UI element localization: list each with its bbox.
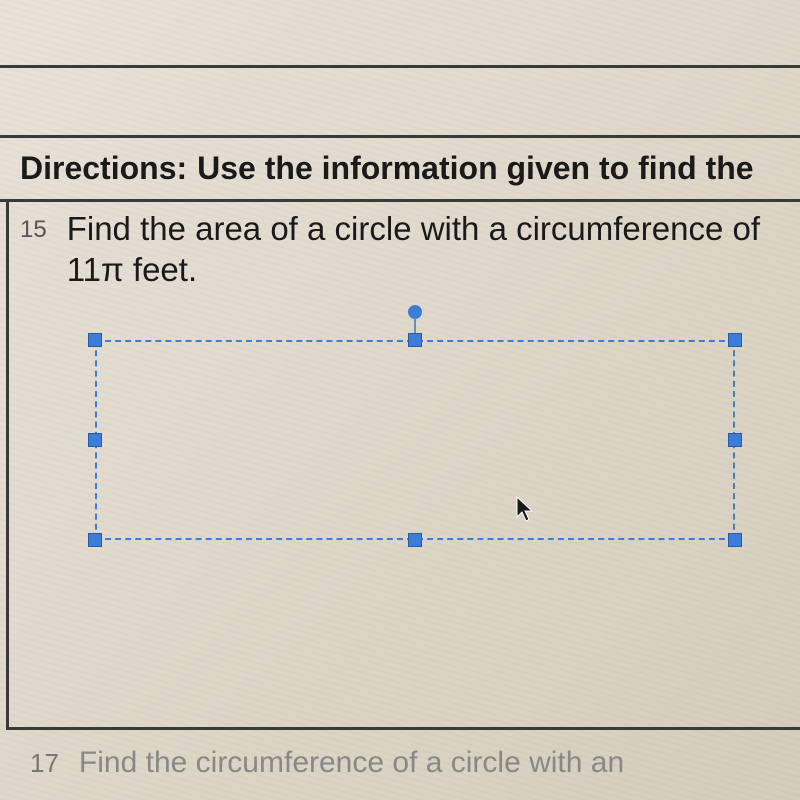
- directions-label: Directions:: [20, 150, 187, 187]
- resize-handle-bottom-left[interactable]: [88, 533, 102, 547]
- question-17-number: 17: [30, 748, 59, 779]
- question-17-text: Find the circumference of a circle with …: [79, 746, 624, 780]
- question-17-row: 17 Find the circumference of a circle wi…: [30, 746, 624, 780]
- directions-text: Use the information given to find the: [197, 150, 753, 187]
- resize-handle-top-right[interactable]: [728, 333, 742, 347]
- mouse-cursor-icon: [515, 495, 535, 523]
- selection-border[interactable]: [95, 340, 735, 540]
- resize-handle-top-middle[interactable]: [408, 333, 422, 347]
- resize-handle-bottom-right[interactable]: [728, 533, 742, 547]
- worksheet-page: Directions: Use the information given to…: [0, 0, 800, 800]
- bottom-horizontal-line: [6, 727, 800, 730]
- resize-handle-bottom-middle[interactable]: [408, 533, 422, 547]
- question-15-row: 15 Find the area of a circle with a circ…: [0, 200, 800, 291]
- directions-section: Directions: Use the information given to…: [0, 135, 800, 202]
- top-horizontal-line: [0, 65, 800, 68]
- question-15-text: Find the area of a circle with a circumf…: [67, 208, 800, 291]
- resize-handle-middle-left[interactable]: [88, 433, 102, 447]
- selected-textbox[interactable]: [95, 340, 735, 540]
- resize-handle-top-left[interactable]: [88, 333, 102, 347]
- resize-handle-middle-right[interactable]: [728, 433, 742, 447]
- question-15-number: 15: [20, 216, 47, 244]
- rotation-handle-icon[interactable]: [408, 305, 422, 319]
